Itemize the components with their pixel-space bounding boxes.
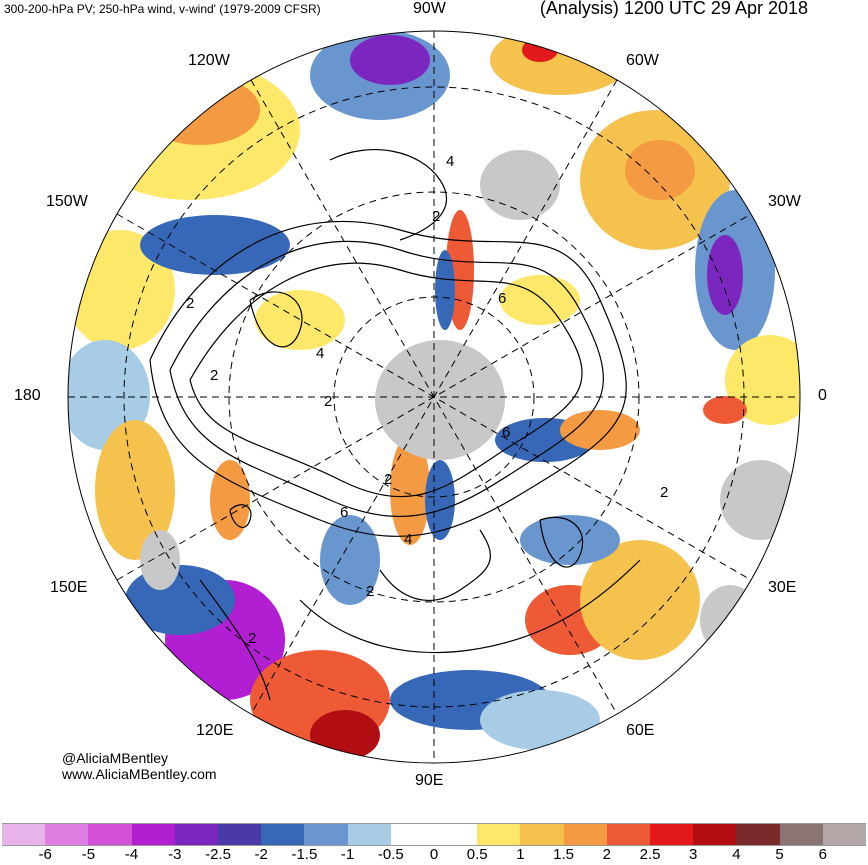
colorbar-tick-label: -6 bbox=[38, 846, 52, 863]
colorbar-tick-label: -0.5 bbox=[377, 846, 404, 863]
colorbar-swatch bbox=[304, 824, 348, 845]
colorbar-swatch bbox=[174, 824, 219, 845]
contour-label: 2 bbox=[660, 484, 668, 501]
colorbar-swatch bbox=[2, 824, 46, 845]
colorbar-tick-label: 6 bbox=[818, 846, 827, 863]
contour-label: 2 bbox=[366, 583, 374, 600]
colorbar bbox=[2, 823, 867, 846]
contour-label: 4 bbox=[446, 153, 454, 170]
credit-handle: @AliciaMBentley bbox=[62, 750, 169, 766]
colorbar-swatch bbox=[650, 824, 694, 845]
lon-label-0: 0 bbox=[818, 387, 827, 404]
lon-label-90w: 90W bbox=[413, 0, 446, 17]
colorbar-swatch bbox=[347, 824, 391, 845]
contour-label-group: 4 2 2 6 2 4 2 6 2 6 4 2 2 2 bbox=[186, 153, 668, 647]
colorbar-swatch bbox=[606, 824, 651, 845]
contour-label: 2 bbox=[384, 471, 392, 488]
map-title-left: 300-200-hPa PV; 250-hPa wind, v-wind' (1… bbox=[4, 2, 321, 16]
contour-label: 6 bbox=[498, 290, 506, 307]
colorbar-tick-label: -4 bbox=[124, 846, 139, 863]
colorbar-swatch bbox=[131, 824, 175, 845]
lon-label-150w: 150W bbox=[46, 193, 88, 210]
colorbar-tick-label: 3 bbox=[689, 846, 698, 863]
graticule bbox=[68, 31, 800, 763]
colorbar-swatch bbox=[693, 824, 737, 845]
contour-label: 4 bbox=[316, 345, 324, 362]
contour-label: 6 bbox=[340, 504, 348, 521]
colorbar-swatch bbox=[563, 824, 607, 845]
contour-label: 4 bbox=[404, 531, 412, 548]
colorbar-swatch bbox=[736, 824, 780, 845]
map-title-right: (Analysis) 1200 UTC 29 Apr 2018 bbox=[539, 0, 808, 18]
colorbar-swatch bbox=[88, 824, 132, 845]
colorbar-tick-label: -2 bbox=[254, 846, 268, 863]
contour-label: 2 bbox=[248, 630, 256, 647]
colorbar-tick-label: 0 bbox=[429, 846, 439, 863]
contour-label: 2 bbox=[186, 295, 194, 312]
colorbar-swatch bbox=[434, 824, 478, 845]
colorbar-tick-label: -1 bbox=[340, 846, 355, 863]
contour-label: 6 bbox=[502, 424, 510, 441]
colorbar-tick-label: -5 bbox=[81, 846, 96, 863]
lon-label-120w: 120W bbox=[188, 52, 230, 69]
colorbar-tick-label: -1.5 bbox=[291, 846, 318, 863]
lon-label-150e: 150E bbox=[50, 579, 88, 596]
colorbar-tick-label: 2 bbox=[602, 846, 611, 863]
colorbar-tick-label: 2.5 bbox=[639, 846, 661, 863]
contour-label: 2 bbox=[324, 393, 332, 410]
colorbar-tick-label: 1 bbox=[516, 846, 525, 863]
colorbar-tick-label: 0.5 bbox=[466, 846, 488, 863]
colorbar-swatch bbox=[520, 824, 564, 845]
contour-label: 2 bbox=[210, 367, 218, 384]
colorbar-tick-label: -2.5 bbox=[205, 846, 231, 863]
lon-label-30w: 30W bbox=[768, 193, 801, 210]
colorbar-labels: -6 -5 -4 -3 -2.5 -2 -1.5 -1 -0.5 0 0.5 1 1.5 2 2.5 3 4 5 6 bbox=[0, 846, 868, 864]
lon-label-60e: 60E bbox=[626, 722, 655, 739]
lon-label-30e: 30E bbox=[768, 579, 797, 596]
map-field bbox=[68, 31, 800, 763]
colorbar-tick-label: 5 bbox=[775, 846, 784, 863]
colorbar-swatch bbox=[390, 824, 435, 845]
colorbar-tick-label: 4 bbox=[732, 846, 741, 863]
colorbar-tick-label: 1.5 bbox=[553, 846, 575, 863]
colorbar-swatch bbox=[822, 824, 867, 845]
colorbar-swatch bbox=[218, 824, 262, 845]
lon-label-120e: 120E bbox=[196, 722, 234, 739]
contour-label: 2 bbox=[432, 208, 440, 225]
colorbar-swatch bbox=[45, 824, 89, 845]
colorbar-swatch bbox=[477, 824, 521, 845]
colorbar-swatch bbox=[261, 824, 305, 845]
lon-label-90e: 90E bbox=[415, 772, 444, 789]
colorbar-swatch bbox=[779, 824, 823, 845]
lon-label-60w: 60W bbox=[626, 52, 659, 69]
credit-site: www.AliciaMBentley.com bbox=[62, 766, 217, 782]
map-boundary bbox=[67, 30, 801, 764]
colorbar-tick-label: -3 bbox=[168, 846, 182, 863]
pv-contours bbox=[149, 149, 641, 701]
lon-label-180: 180 bbox=[14, 387, 41, 404]
